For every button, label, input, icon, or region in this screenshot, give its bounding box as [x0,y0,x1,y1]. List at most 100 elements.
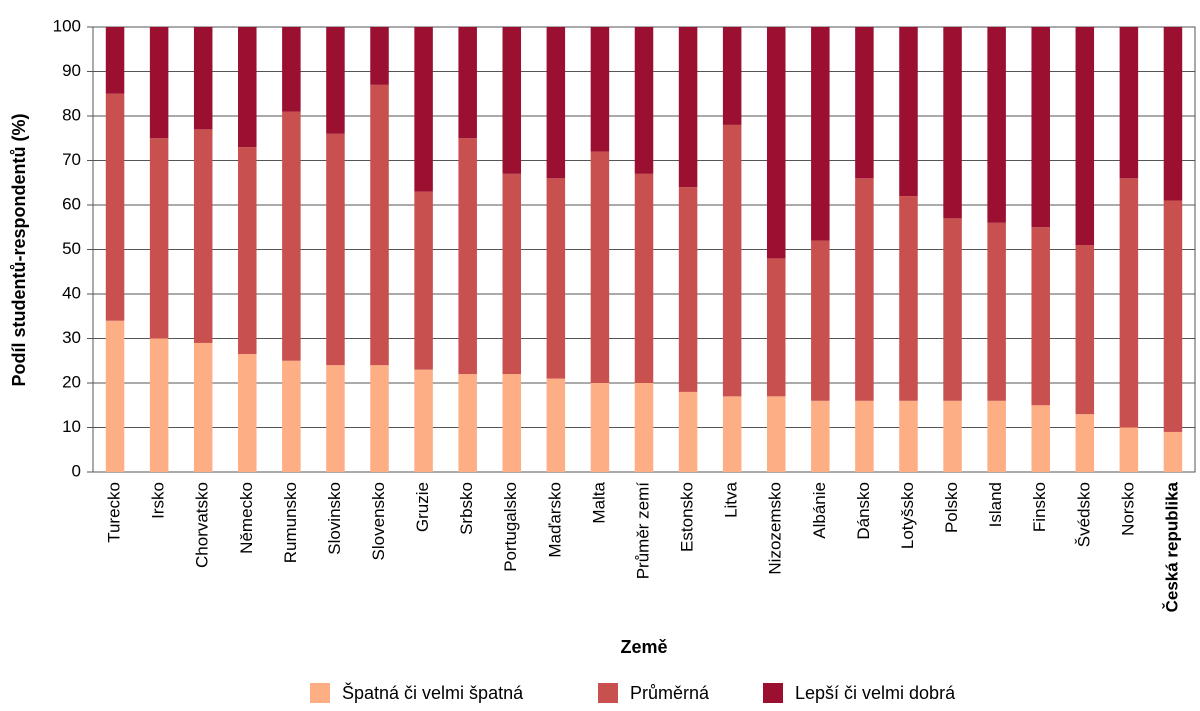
bar-segment [105,27,125,94]
bar-segment [987,400,1006,472]
legend-label: Špatná či velmi špatná [342,682,524,703]
bar-segment [105,320,125,472]
bar-segment [855,400,874,472]
x-tick-label: Turecko [105,482,124,543]
x-tick-label: Švédsko [1074,482,1093,547]
y-tick-label: 90 [62,61,81,80]
x-tick-label: Irsko [149,482,168,519]
bar-segment [1075,245,1095,415]
bar-segment [458,374,477,472]
bar-segment [590,27,610,152]
x-tick-label: Maďarsko [545,482,564,558]
bar-segment [502,173,522,375]
bar-segment [193,129,213,343]
bar-segment [238,147,257,355]
bar-segment [678,187,698,392]
bar-segment [634,383,654,472]
y-tick-label: 40 [62,283,81,302]
x-tick-label: Průměr zemí [633,482,652,580]
bar-segment [282,360,301,472]
bar-segment [326,365,345,472]
bar-segment [943,27,962,219]
x-tick-label: Německo [237,482,256,554]
bar-segment [238,27,257,148]
legend-label: Lepší či velmi dobrá [795,683,956,703]
y-tick-label: 10 [62,417,81,436]
x-tick-label: Finsko [1030,482,1049,532]
bar-segment [282,111,301,361]
bar-segment [238,354,257,472]
bar-segment [590,383,610,472]
bar-segment [722,124,742,397]
y-tick-label: 50 [62,239,81,258]
y-tick-label: 80 [62,105,81,124]
bar-segment [502,27,522,174]
x-axis-title: Země [620,637,667,657]
bar-segment [987,222,1006,401]
y-tick-label: 60 [62,194,81,213]
bar-segment [1163,27,1183,201]
legend-label: Průměrná [630,683,710,703]
bar-segment [1119,427,1139,472]
bar-segment [370,84,389,366]
bar-segment [149,338,169,472]
bar-segment [326,133,345,366]
bar-segment [811,240,830,401]
x-tick-label: Chorvatsko [193,482,212,568]
bar-segment [766,396,786,472]
bar-segment [502,374,522,472]
x-tick-label: Litva [722,481,741,517]
bar-segment [811,27,830,241]
bar-segment [149,138,169,339]
bar-segment [193,27,213,130]
x-tick-label: Albánie [810,482,829,539]
bar-segment [414,27,433,192]
bar-segment [1163,431,1183,472]
bar-segment [1119,178,1139,428]
bar-segment [811,400,830,472]
x-tick-label: Portugalsko [501,482,520,572]
y-tick-label: 0 [72,461,81,480]
bar-segment [149,27,169,139]
bar-segment [458,27,477,139]
bar-segment [414,191,433,370]
bar-segment [766,27,786,259]
bar-segment [546,378,566,472]
bar-segment [546,178,566,379]
bar-segment [987,27,1006,223]
legend-swatch [598,683,618,703]
x-tick-label: Island [986,482,1005,527]
bar-segment [722,27,742,125]
bar-segment [282,27,301,112]
bar-segment [1031,27,1050,228]
y-tick-label: 100 [53,16,81,35]
x-tick-label: Malta [589,481,608,523]
bar-segment [546,27,566,179]
bar-segment [634,27,654,174]
x-tick-label: Rumunsko [281,482,300,563]
bar-segment [899,27,918,197]
legend-swatch [310,683,330,703]
x-tick-label: Lotyšsko [898,482,917,549]
bar-segment [899,400,918,472]
y-tick-label: 30 [62,328,81,347]
bar-segment [193,342,213,472]
x-tick-label: Norsko [1118,482,1137,536]
bar-segment [1119,27,1139,179]
bar-segment [678,27,698,188]
y-tick-label: 20 [62,372,81,391]
x-tick-label: Nizozemsko [766,482,785,575]
bar-segment [722,396,742,472]
bar-segment [943,400,962,472]
bar-segment [678,391,698,472]
bar-segment [1163,200,1183,432]
bar-segment [590,151,610,383]
x-tick-label: Slovensko [369,482,388,560]
bar-segment [766,258,786,397]
x-tick-label: Srbsko [457,482,476,535]
y-axis-title: Podíl studentů-respondentů (%) [9,114,29,387]
x-tick-label: Estonsko [678,482,697,552]
bar-segment [1075,414,1095,472]
legend-swatch [763,683,783,703]
